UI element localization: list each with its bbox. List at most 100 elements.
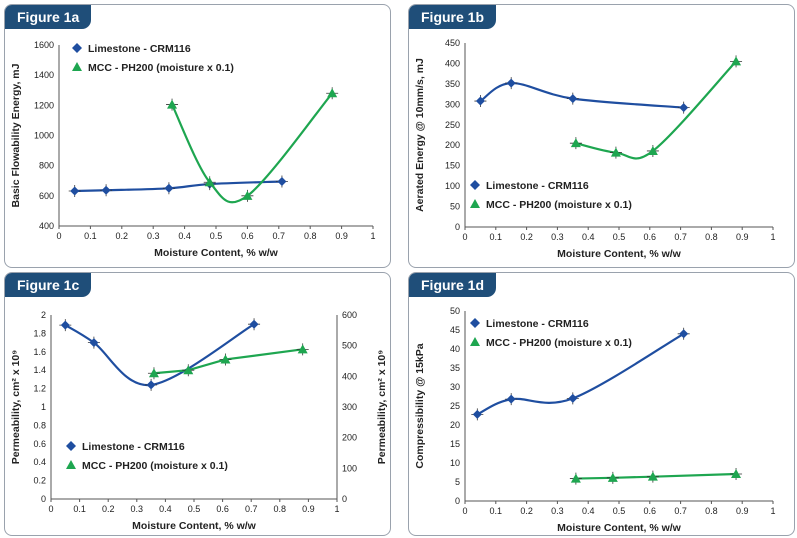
data-point-limestone (146, 380, 156, 390)
data-point-limestone (568, 94, 578, 104)
data-point-limestone (249, 319, 259, 329)
series-line-limestone (476, 332, 685, 416)
y-tick-label: 30 (450, 382, 460, 392)
data-point-mcc (148, 368, 159, 378)
data-point-mcc (731, 56, 742, 66)
y2-tick-label: 600 (342, 310, 357, 320)
x-tick-label: 0.5 (210, 231, 223, 241)
x-tick-label: 0.3 (131, 504, 144, 514)
x-tick-label: 0.4 (582, 232, 595, 242)
x-tick-label: 0.9 (736, 506, 749, 516)
legend-label: MCC - PH200 (moisture x 0.1) (486, 199, 632, 211)
data-point-limestone (679, 329, 689, 339)
y-axis-title: Compressibility @ 15kPa (414, 343, 426, 468)
y-tick-label: 250 (445, 120, 460, 130)
x-tick-label: 0.8 (274, 504, 287, 514)
series-line-mcc (574, 60, 738, 160)
data-point-mcc (204, 177, 215, 187)
legend-marker (72, 43, 82, 53)
y2-tick-label: 200 (342, 433, 357, 443)
y-tick-label: 450 (445, 38, 460, 48)
x-tick-label: 0.2 (116, 231, 129, 241)
data-point-mcc (570, 473, 581, 483)
x-axis-title: Moisture Content, % w/w (557, 248, 682, 260)
x-tick-label: 0.7 (273, 231, 286, 241)
data-point-mcc (242, 190, 253, 200)
chart-3-svg: 0 0.1 0.2 0.3 0.4 0.5 0.6 0.7 0.8 0.9 100.20.40.60… (10, 310, 388, 532)
figure-1d-label: Figure 1d (409, 273, 497, 297)
data-point-limestone (89, 338, 99, 348)
x-tick-label: 0.4 (178, 231, 191, 241)
data-point-limestone (101, 185, 111, 195)
x-tick-label: 1 (770, 232, 775, 242)
x-tick-label: 0.2 (520, 506, 533, 516)
y2-tick-label: 300 (342, 402, 357, 412)
y-tick-label: 150 (445, 161, 460, 171)
legend-label: Limestone - CRM116 (486, 180, 589, 192)
y-tick-label: 1.2 (33, 384, 46, 394)
data-point-mcc (167, 99, 178, 109)
y-tick-label: 10 (450, 458, 460, 468)
x-tick-label: 0.9 (335, 231, 348, 241)
data-point-mcc (297, 344, 308, 354)
y-tick-label: 5 (455, 477, 460, 487)
x-tick-label: 0.8 (705, 232, 718, 242)
y-tick-label: 800 (39, 161, 54, 171)
data-point-mcc (647, 471, 658, 481)
y-tick-label: 45 (450, 325, 460, 335)
data-point-limestone (277, 177, 287, 187)
y-tick-label: 35 (450, 363, 460, 373)
data-point-limestone (472, 409, 482, 419)
y-tick-label: 400 (39, 221, 54, 231)
data-point-limestone (475, 96, 485, 106)
x-tick-label: 0.1 (73, 504, 86, 514)
data-point-limestone (60, 320, 70, 330)
y-tick-label: 1400 (34, 70, 54, 80)
figure-1c-label: Figure 1c (5, 273, 92, 297)
x-tick-label: 0.9 (736, 232, 749, 242)
y2-axis-title: Permeability, cm² x 10⁹ (376, 350, 388, 465)
y-tick-label: 100 (445, 181, 460, 191)
y2-tick-label: 400 (342, 371, 357, 381)
legend-label: MCC - PH200 (moisture x 0.1) (486, 337, 632, 349)
x-axis-title: Moisture Content, % w/w (132, 520, 257, 532)
legend-label: MCC - PH200 (moisture x 0.1) (88, 62, 234, 74)
y-tick-label: 0.6 (33, 439, 46, 449)
y-tick-label: 0.8 (33, 420, 46, 430)
legend-label: MCC - PH200 (moisture x 0.1) (82, 460, 228, 472)
figure-1a-panel: 0 0.1 0.2 0.3 0.4 0.5 0.6 0.7 0.8 0.9 1 400 600 800 10… (4, 4, 391, 268)
data-point-mcc (220, 354, 231, 364)
y-tick-label: 1.4 (33, 365, 46, 375)
x-tick-label: 0 (462, 232, 467, 242)
legend-marker (66, 441, 76, 451)
x-tick-label: 0.7 (674, 506, 687, 516)
y2-tick-label: 0 (342, 494, 347, 504)
series-line-mcc (152, 348, 304, 375)
x-tick-label: 0.4 (582, 506, 595, 516)
x-tick-label: 0.4 (159, 504, 172, 514)
legend-marker (470, 337, 480, 346)
x-tick-label: 0.8 (705, 506, 718, 516)
legend-label: Limestone - CRM116 (486, 318, 589, 330)
data-point-limestone (506, 394, 516, 404)
x-tick-label: 0 (56, 231, 61, 241)
y-tick-label: 200 (445, 140, 460, 150)
y-tick-label: 1 (41, 402, 46, 412)
data-point-mcc (647, 145, 658, 155)
y-tick-label: 40 (450, 344, 460, 354)
x-tick-label: 0.6 (216, 504, 229, 514)
legend-marker (470, 318, 480, 328)
x-tick-label: 0.6 (241, 231, 254, 241)
series-line-mcc (574, 472, 738, 480)
data-point-limestone (506, 78, 516, 88)
chart-1-svg: 0 0.1 0.2 0.3 0.4 0.5 0.6 0.7 0.8 0.9 140060080010… (10, 40, 376, 259)
y-tick-label: 400 (445, 58, 460, 68)
x-tick-label: 0.2 (520, 232, 533, 242)
x-tick-label: 0.9 (302, 504, 315, 514)
y-tick-label: 1.6 (33, 347, 46, 357)
x-tick-label: 0.6 (644, 232, 657, 242)
chart-4-svg: 0 0.1 0.2 0.3 0.4 0.5 0.6 0.7 0.8 0.9 105101520253… (414, 306, 776, 534)
x-tick-label: 0.2 (102, 504, 115, 514)
y-tick-label: 0.2 (33, 476, 46, 486)
y-tick-label: 20 (450, 420, 460, 430)
